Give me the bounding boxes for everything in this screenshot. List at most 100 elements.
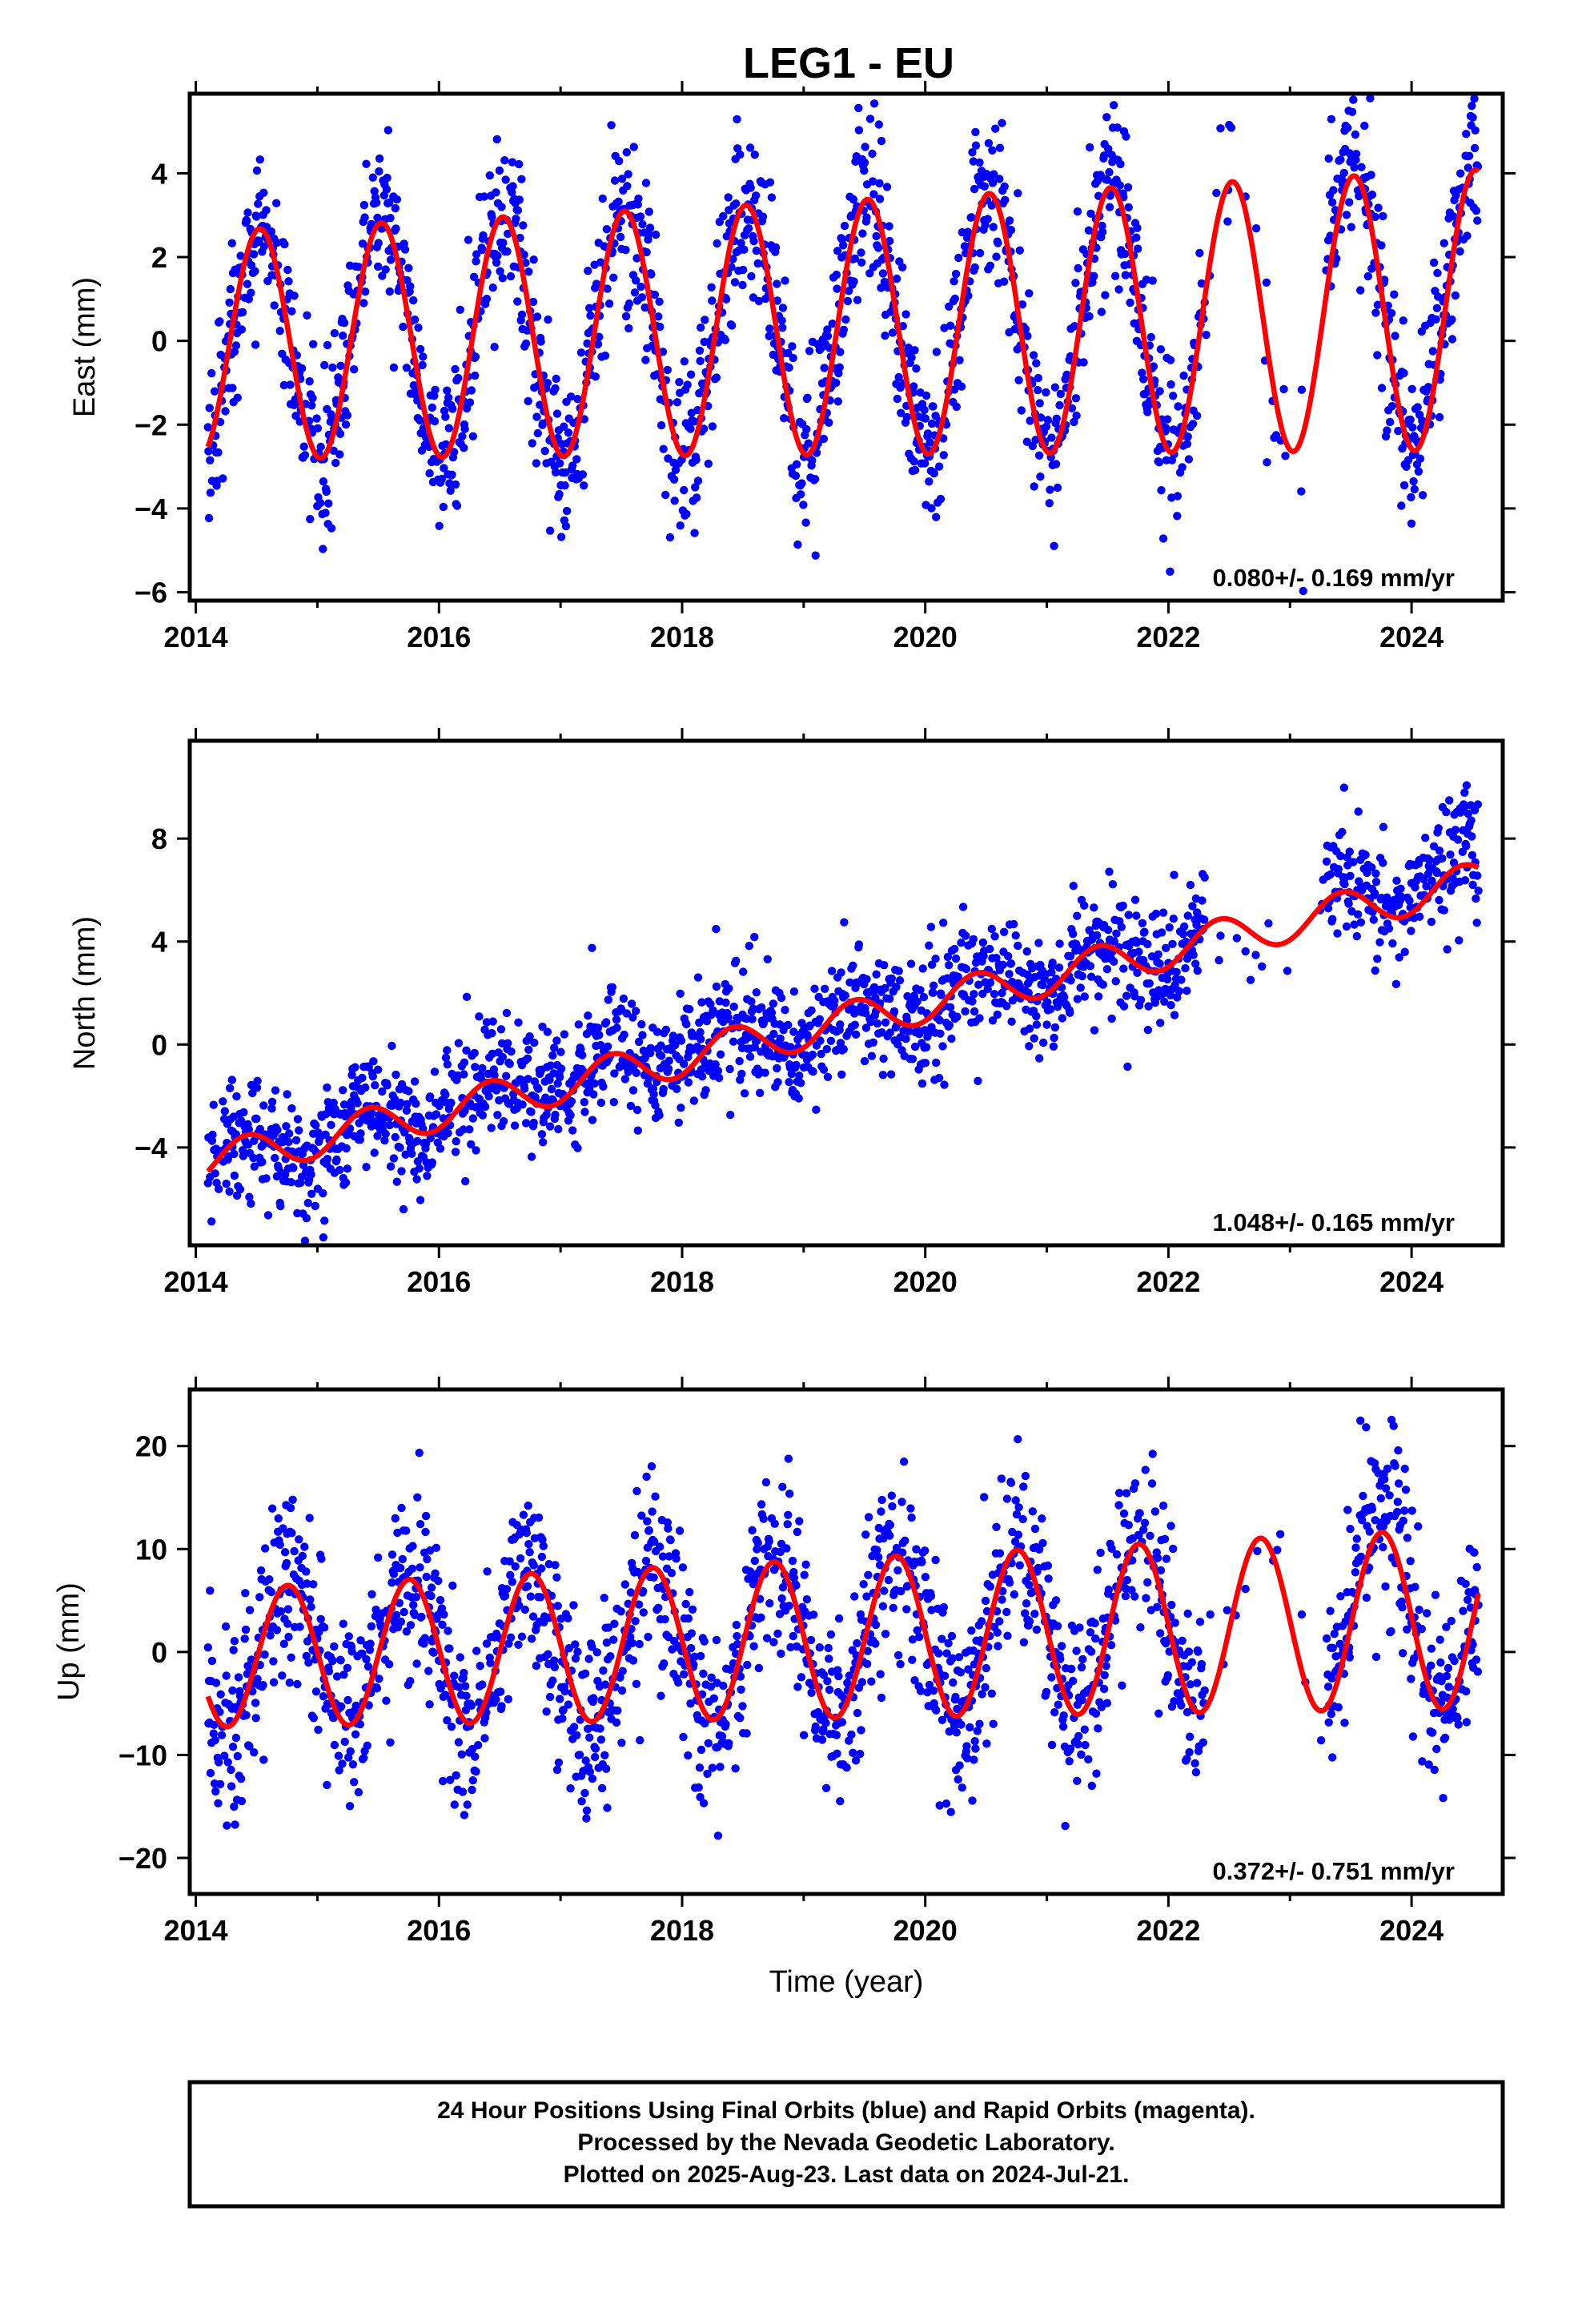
- data-point: [319, 545, 327, 553]
- data-point: [1143, 939, 1152, 949]
- data-point: [797, 490, 805, 499]
- data-point: [444, 1128, 452, 1138]
- data-point: [1053, 1003, 1062, 1011]
- data-point: [799, 501, 808, 509]
- data-point: [1073, 911, 1082, 920]
- data-point: [330, 1740, 339, 1750]
- data-point: [1456, 169, 1465, 178]
- data-point: [386, 1738, 395, 1747]
- data-point: [671, 1040, 680, 1050]
- data-point: [398, 1554, 407, 1564]
- data-point: [291, 412, 300, 420]
- data-point: [1460, 876, 1470, 885]
- data-point: [912, 364, 921, 373]
- data-point: [468, 1776, 477, 1785]
- data-point: [873, 1546, 881, 1554]
- data-point: [921, 1043, 931, 1051]
- data-point: [228, 1743, 238, 1751]
- data-point: [655, 297, 664, 306]
- data-point: [484, 1092, 493, 1101]
- data-point: [942, 1649, 951, 1658]
- data-point: [1182, 440, 1192, 448]
- data-point: [507, 1047, 516, 1056]
- data-point: [865, 269, 874, 278]
- data-point: [225, 298, 234, 307]
- data-point: [725, 1739, 733, 1747]
- data-point: [861, 1530, 870, 1539]
- data-point: [958, 903, 968, 911]
- data-point: [345, 1802, 355, 1811]
- data-point: [815, 1015, 824, 1024]
- data-point: [707, 283, 716, 292]
- data-point: [309, 1580, 318, 1589]
- data-point: [207, 1656, 217, 1666]
- data-point: [596, 258, 605, 267]
- data-point: [644, 1632, 652, 1642]
- data-point: [342, 1144, 351, 1153]
- data-point: [595, 1031, 604, 1039]
- data-point: [793, 1527, 801, 1537]
- data-point: [897, 1498, 906, 1506]
- data-point: [524, 396, 532, 406]
- data-point: [920, 405, 929, 415]
- data-point: [801, 518, 810, 527]
- data-point: [956, 1668, 966, 1677]
- data-point: [929, 988, 938, 997]
- data-point: [287, 1104, 296, 1113]
- data-point: [504, 229, 512, 239]
- data-point: [602, 1638, 612, 1647]
- data-point: [368, 1072, 377, 1081]
- data-point: [1052, 414, 1062, 423]
- data-point: [1470, 94, 1479, 103]
- data-point: [520, 1084, 529, 1093]
- data-point: [704, 1739, 713, 1747]
- data-point: [1086, 962, 1095, 971]
- data-point: [383, 173, 391, 183]
- data-point: [793, 1683, 802, 1691]
- data-point: [921, 1059, 930, 1068]
- data-point: [954, 253, 963, 263]
- data-point: [297, 364, 307, 373]
- data-point: [808, 1050, 817, 1059]
- data-point: [767, 1008, 777, 1017]
- data-point: [607, 121, 616, 130]
- data-point: [599, 1666, 608, 1675]
- data-point: [561, 521, 571, 531]
- data-point: [447, 1098, 456, 1108]
- data-point: [1086, 209, 1095, 218]
- data-point: [534, 1513, 544, 1522]
- data-point: [1438, 854, 1447, 863]
- data-point: [887, 1491, 897, 1500]
- data-point: [921, 414, 930, 423]
- data-point: [1046, 485, 1054, 494]
- data-point: [367, 1622, 376, 1631]
- data-point: [524, 1075, 532, 1084]
- data-point: [389, 363, 399, 372]
- data-point: [1395, 953, 1403, 962]
- data-point: [691, 483, 700, 492]
- data-point: [733, 1631, 741, 1641]
- data-point: [253, 1675, 262, 1683]
- data-point: [859, 1580, 868, 1589]
- data-point: [721, 1719, 730, 1729]
- data-point: [500, 1591, 510, 1601]
- data-point: [1102, 965, 1112, 974]
- data-point: [364, 1063, 373, 1072]
- data-point: [323, 1780, 331, 1790]
- data-point: [822, 1044, 832, 1054]
- data-point: [1191, 959, 1200, 968]
- data-point: [950, 944, 959, 954]
- data-point: [756, 1088, 765, 1098]
- data-point: [897, 1586, 905, 1596]
- data-point: [1435, 412, 1444, 422]
- data-point: [1327, 115, 1336, 123]
- data-point: [517, 175, 526, 183]
- data-point: [525, 1548, 534, 1557]
- data-point: [843, 296, 853, 306]
- data-point: [983, 215, 992, 223]
- data-point: [988, 1016, 998, 1025]
- data-point: [572, 1731, 581, 1739]
- data-point: [727, 263, 736, 271]
- data-point: [915, 1632, 924, 1642]
- data-point: [227, 1782, 236, 1791]
